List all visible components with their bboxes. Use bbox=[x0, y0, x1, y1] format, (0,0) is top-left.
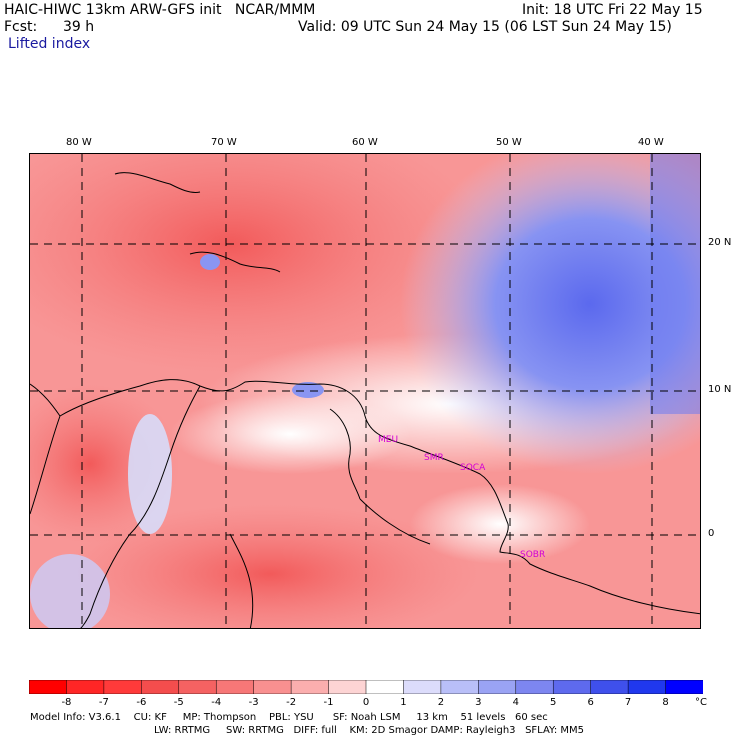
city-label-sobr: SOBR bbox=[520, 550, 545, 560]
colorbar-tick-label: -3 bbox=[248, 697, 259, 708]
colorbar-tick-label: 8 bbox=[662, 697, 669, 708]
colorbar-segment bbox=[665, 680, 703, 694]
forecast-label: Fcst: bbox=[4, 19, 38, 35]
colorbar-tick-label: -6 bbox=[136, 697, 147, 708]
colorbar-segment bbox=[440, 680, 480, 694]
unstable-region-caribbean bbox=[30, 154, 490, 374]
lon-label-40w: 40 W bbox=[638, 137, 664, 148]
colorbar-segment bbox=[103, 680, 143, 694]
stable-spot-hispaniola bbox=[200, 254, 220, 270]
lifted-index-map: MEU SMR SOCA SOBR bbox=[30, 154, 700, 628]
lon-label-60w: 60 W bbox=[352, 137, 378, 148]
colorbar-tick-label: 0 bbox=[362, 697, 370, 708]
colorbar-tick-label: -4 bbox=[211, 697, 222, 708]
colorbar-segment bbox=[215, 680, 255, 694]
init-time: Init: 18 UTC Fri 22 May 15 bbox=[522, 2, 703, 18]
model-info-line1: Model Info: V3.6.1 CU: KF MP: Thompson P… bbox=[30, 712, 548, 723]
colorbar-segment bbox=[253, 680, 292, 694]
city-label-meu: MEU bbox=[378, 435, 398, 445]
city-label-smr: SMR bbox=[424, 453, 444, 463]
colorbar-tick-label: -1 bbox=[323, 697, 334, 708]
unstable-region-amazon bbox=[60, 504, 480, 628]
stable-region-edge bbox=[650, 154, 700, 414]
stable-spot-caribbean bbox=[292, 382, 324, 398]
field-name: Lifted index bbox=[8, 36, 91, 52]
colorbar-segment bbox=[627, 680, 667, 694]
map-panel: MEU SMR SOCA SOBR bbox=[29, 153, 701, 629]
lat-label-20n: 20 N bbox=[708, 237, 732, 248]
colorbar-segment bbox=[29, 680, 68, 694]
model-title: HAIC-HIWC 13km ARW-GFS init NCAR/MMM bbox=[4, 2, 316, 18]
colorbar-tick-label: 3 bbox=[475, 697, 482, 708]
colorbar-tick-label: 5 bbox=[550, 697, 557, 708]
lat-label-10n: 10 N bbox=[708, 384, 732, 395]
colorbar-tick-label: 6 bbox=[587, 697, 594, 708]
colorbar-segment bbox=[365, 680, 405, 694]
colorbar-segment bbox=[403, 680, 442, 694]
colorbar-segment bbox=[590, 680, 629, 694]
colorbar-tick-label: 1 bbox=[400, 697, 407, 708]
city-label-soca: SOCA bbox=[460, 463, 486, 473]
stable-strip-pacific bbox=[30, 554, 110, 628]
colorbar-tick-label: -7 bbox=[98, 697, 109, 708]
colorbar bbox=[29, 680, 703, 694]
colorbar-segment bbox=[515, 680, 554, 694]
colorbar-segment bbox=[178, 680, 217, 694]
stable-strip-andes bbox=[128, 414, 172, 534]
lat-label-0: 0 bbox=[708, 528, 715, 539]
model-info-line2: LW: RRTMG SW: RRTMG DIFF: full KM: 2D Sm… bbox=[154, 725, 584, 736]
valid-time: Valid: 09 UTC Sun 24 May 15 (06 LST Sun … bbox=[298, 19, 672, 35]
lon-label-50w: 50 W bbox=[496, 137, 522, 148]
neutral-band-venezuela bbox=[170, 394, 410, 474]
colorbar-segment bbox=[66, 680, 105, 694]
colorbar-segment bbox=[328, 680, 367, 694]
lat-lon-grid bbox=[30, 154, 700, 628]
forecast-hour: 39 h bbox=[63, 19, 95, 35]
lon-label-80w: 80 W bbox=[66, 137, 92, 148]
colorbar-tick-label: -2 bbox=[286, 697, 297, 708]
neutral-band-guiana bbox=[410, 484, 590, 564]
colorbar-segment bbox=[552, 680, 592, 694]
colorbar-tick-label: 7 bbox=[624, 697, 632, 708]
colorbar-segment bbox=[290, 680, 330, 694]
colorbar-tick-label: 2 bbox=[437, 697, 445, 708]
lon-label-70w: 70 W bbox=[211, 137, 237, 148]
colorbar-segment bbox=[141, 680, 180, 694]
colorbar-tick-label: -5 bbox=[173, 697, 184, 708]
stable-region-east-atlantic bbox=[400, 154, 700, 474]
coastlines bbox=[30, 172, 700, 628]
colorbar-unit: °C bbox=[695, 697, 707, 708]
colorbar-segment bbox=[478, 680, 517, 694]
colorbar-tick-label: -8 bbox=[61, 697, 72, 708]
colorbar-tick-label: 4 bbox=[512, 697, 519, 708]
